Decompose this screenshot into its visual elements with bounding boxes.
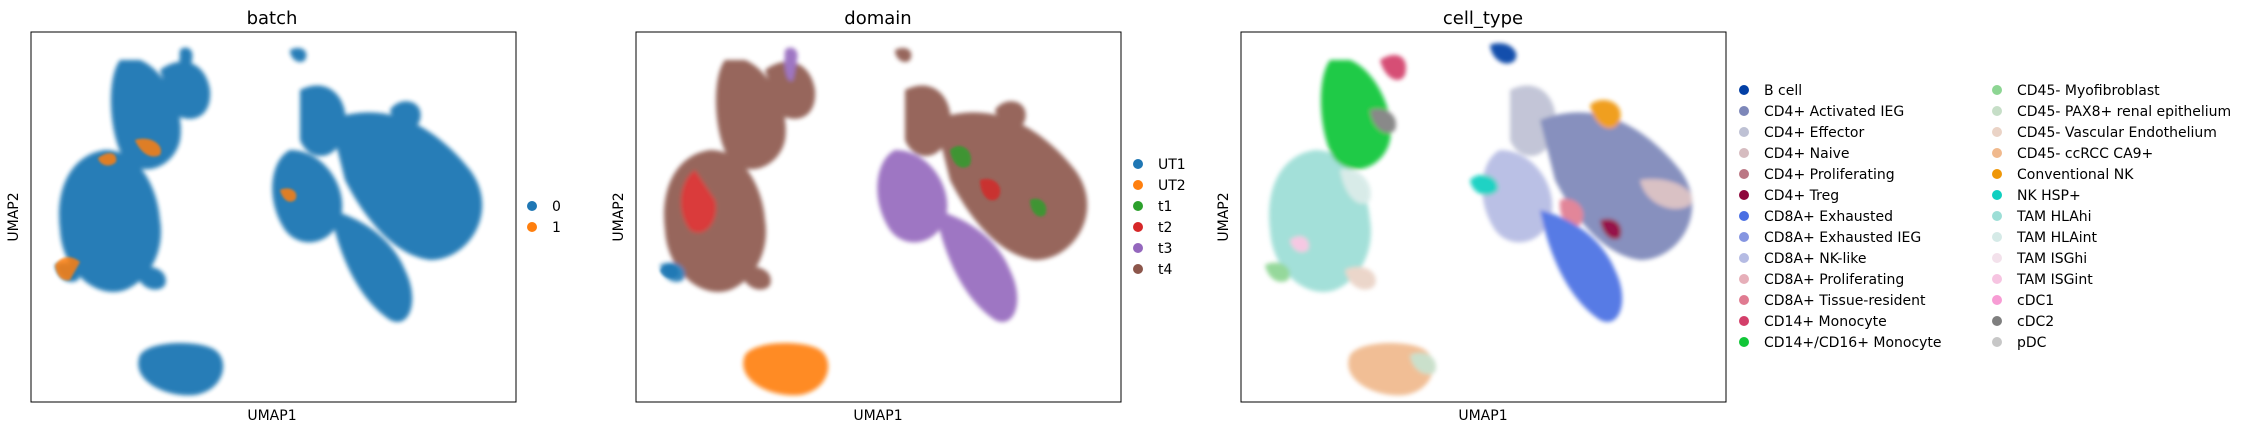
scatter-clusters (55, 47, 483, 396)
legend-label: CD14+/CD16+ Monocyte (1764, 335, 1942, 351)
legend-label: TAM HLAhi (2016, 209, 2092, 225)
scatter-overlay-batch-1 (55, 138, 297, 281)
legend-marker (1739, 337, 1749, 347)
legend-marker (1133, 201, 1143, 211)
panel-title: domain (844, 8, 911, 29)
legend-marker (1739, 106, 1749, 116)
legend-marker (1739, 148, 1749, 158)
legend-label: CD4+ Treg (1764, 188, 1839, 204)
y-axis-label: UMAP2 (611, 192, 627, 241)
legend-label: CD45- ccRCC CA9+ (2017, 146, 2153, 162)
legend-marker (1992, 295, 2002, 305)
legend-label: t2 (1158, 220, 1172, 236)
legend-marker (1133, 243, 1143, 253)
legend-marker (1992, 316, 2002, 326)
legend-marker (1992, 337, 2002, 347)
legend-label: 0 (552, 199, 561, 215)
legend-label: pDC (2017, 335, 2047, 351)
legend-label: NK HSP+ (2017, 188, 2081, 204)
legend-label: cDC2 (2017, 314, 2054, 330)
legend-cell-type: B cell CD4+ Activated IEG CD4+ Effector CD4… (1739, 83, 2231, 351)
legend-label: CD8A+ Exhausted (1764, 209, 1893, 225)
x-axis-label: UMAP1 (853, 408, 902, 424)
legend-label: CD45- Vascular Endothelium (2017, 125, 2217, 141)
legend-marker (1739, 274, 1749, 284)
legend-marker (1992, 169, 2002, 179)
panel-title: cell_type (1443, 8, 1523, 29)
legend-marker (1133, 180, 1143, 190)
legend-label: Conventional NK (2017, 167, 2134, 183)
legend-marker (1992, 85, 2002, 95)
legend-marker (1739, 169, 1749, 179)
panel-title: batch (247, 8, 298, 29)
legend-label: UT1 (1158, 157, 1186, 173)
legend-domain: UT1 UT2 t1 t2 t3 t4 (1133, 157, 1186, 278)
legend-marker (1739, 253, 1749, 263)
legend-marker (1992, 232, 2002, 242)
legend-label: B cell (1764, 83, 1802, 99)
legend-marker (1992, 274, 2002, 284)
legend-label: CD4+ Naive (1764, 146, 1849, 162)
legend-marker (1992, 253, 2002, 263)
legend-label: CD45- PAX8+ renal epithelium (2017, 104, 2231, 120)
plot-frame (30, 31, 517, 403)
legend-label: t1 (1158, 199, 1172, 215)
legend-marker (1739, 127, 1749, 137)
legend-label: CD4+ Proliferating (1764, 167, 1895, 183)
legend-label: CD45- Myofibroblast (2017, 83, 2160, 99)
legend-marker (527, 222, 537, 232)
legend-marker (1739, 316, 1749, 326)
scatter-clusters (1265, 43, 1693, 396)
plot-frame (635, 31, 1122, 403)
legend-marker (1133, 222, 1143, 232)
legend-marker (1133, 264, 1143, 274)
legend-marker (1739, 295, 1749, 305)
legend-label: t3 (1158, 241, 1172, 257)
legend-label: CD8A+ NK-like (1764, 251, 1866, 267)
legend-label: TAM HLAint (2016, 230, 2098, 246)
legend-label: TAM ISGhi (2016, 251, 2087, 267)
legend-marker (1992, 190, 2002, 200)
legend-batch: 01 (527, 199, 561, 236)
legend-label: CD4+ Effector (1764, 125, 1865, 141)
legend-label: UT2 (1158, 178, 1186, 194)
x-axis-label: UMAP1 (1458, 408, 1507, 424)
legend-label: TAM ISGint (2016, 272, 2093, 288)
legend-marker (1992, 148, 2002, 158)
legend-marker (1739, 232, 1749, 242)
scatter-overlay-domain (660, 145, 1047, 278)
legend-marker (1739, 85, 1749, 95)
legend-marker (1992, 106, 2002, 116)
legend-marker (1133, 159, 1143, 169)
legend-label: CD14+ Monocyte (1764, 314, 1887, 330)
legend-label: CD8A+ Tissue-resident (1764, 293, 1926, 309)
legend-label: t4 (1158, 262, 1172, 278)
legend-marker (527, 201, 537, 211)
scatter-clusters (660, 47, 1088, 396)
legend-marker (1992, 211, 2002, 221)
legend-marker (1992, 127, 2002, 137)
legend-label: cDC1 (2017, 293, 2054, 309)
legend-label: CD4+ Activated IEG (1764, 104, 1904, 120)
y-axis-label: UMAP2 (1216, 192, 1232, 241)
panel-domain: domain UMAP1 UMAP2 UT1 UT2 t1 t2 t3 t4 (611, 8, 1186, 424)
legend-label: 1 (552, 220, 561, 236)
legend-label: CD8A+ Exhausted IEG (1764, 230, 1921, 246)
legend-label: CD8A+ Proliferating (1764, 272, 1904, 288)
panel-cell-type: cell_type UMAP1 UMAP2 B ce (1216, 8, 2231, 424)
x-axis-label: UMAP1 (247, 408, 296, 424)
y-axis-label: UMAP2 (6, 192, 22, 241)
panel-batch: batch UMAP1 UMAP2 01 (6, 8, 561, 424)
plot-frame (1240, 31, 1727, 403)
legend-marker (1739, 190, 1749, 200)
legend-marker (1739, 211, 1749, 221)
